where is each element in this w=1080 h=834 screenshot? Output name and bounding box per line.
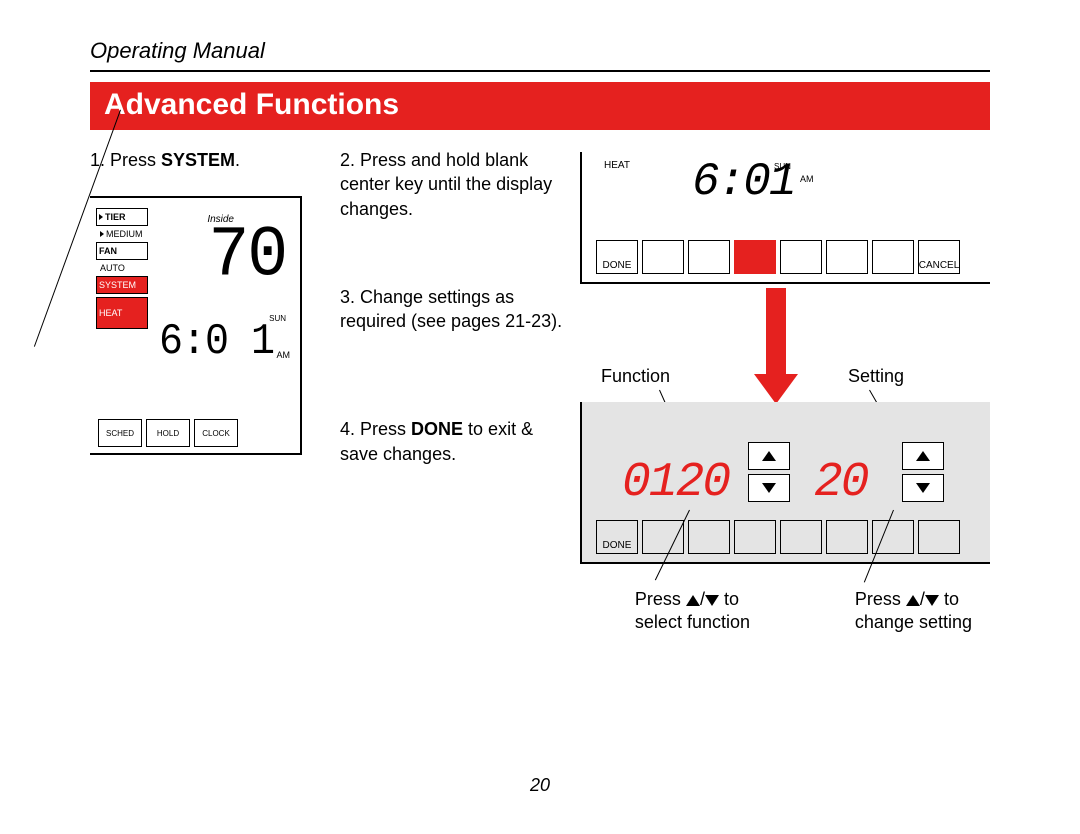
done-button-s1[interactable]: DONE <box>596 240 638 274</box>
am-label-small: AM <box>277 350 291 360</box>
setting-up-button[interactable] <box>902 442 944 470</box>
hold-button[interactable]: HOLD <box>146 419 190 447</box>
step-3: 3. Change settings as required (see page… <box>340 285 570 334</box>
center-blank-button[interactable] <box>734 240 776 274</box>
thermostat-screen-1: HEAT SUN 6:01 AM DONE CANCEL <box>580 152 990 284</box>
function-down-button[interactable] <box>748 474 790 502</box>
s2-blank-3[interactable] <box>688 520 730 554</box>
clock-button[interactable]: CLOCK <box>194 419 238 447</box>
setting-number-display: 20 <box>814 456 868 510</box>
medium-label: MEDIUM <box>96 229 150 239</box>
heat-indicator: HEAT <box>96 297 148 329</box>
triangle-down-icon <box>916 483 930 493</box>
manual-title: Operating Manual <box>90 38 990 64</box>
function-updown <box>748 442 788 506</box>
tier-label: TIER <box>96 208 148 226</box>
am-label: AM <box>800 174 814 184</box>
function-label: Function <box>601 366 670 387</box>
blank-button-7[interactable] <box>872 240 914 274</box>
temp-display: 70 <box>208 215 285 297</box>
setting-down-button[interactable] <box>902 474 944 502</box>
s2-blank-5[interactable] <box>780 520 822 554</box>
section-banner: Advanced Functions <box>90 82 990 130</box>
big-arrow-icon <box>762 288 790 404</box>
triangle-down-icon <box>705 595 719 606</box>
function-up-button[interactable] <box>748 442 790 470</box>
time-display: 6:01 <box>692 156 794 208</box>
heat-label: HEAT <box>604 160 630 171</box>
setting-updown <box>902 442 942 506</box>
thermostat-small: TIER MEDIUM FAN AUTO SYSTEM HEAT Inside … <box>90 196 302 455</box>
cancel-button-s1[interactable]: CANCEL <box>918 240 960 274</box>
blank-button-5[interactable] <box>780 240 822 274</box>
s2-blank-6[interactable] <box>826 520 868 554</box>
setting-label: Setting <box>848 366 904 387</box>
done-button-s2[interactable]: DONE <box>596 520 638 554</box>
triangle-down-icon <box>925 595 939 606</box>
system-button[interactable]: SYSTEM <box>96 276 148 294</box>
triangle-up-icon <box>916 451 930 461</box>
auto-label: AUTO <box>96 263 150 273</box>
triangle-down-icon <box>762 483 776 493</box>
function-number-display: 0120 <box>622 456 729 510</box>
function-caption: Press / to select function <box>635 588 750 633</box>
s2-blank-4[interactable] <box>734 520 776 554</box>
time-display-small: 6:0 1 <box>159 318 274 368</box>
header-rule <box>90 70 990 72</box>
page-number: 20 <box>0 775 1080 796</box>
step-1: 1. Press SYSTEM. <box>90 148 320 172</box>
blank-button-2[interactable] <box>642 240 684 274</box>
triangle-up-icon <box>906 595 920 606</box>
triangle-up-icon <box>686 595 700 606</box>
step-4: 4. Press DONE to exit & save changes. <box>340 417 570 466</box>
step-2: 2. Press and hold blank center key until… <box>340 148 570 221</box>
triangle-up-icon <box>762 451 776 461</box>
thermostat-screen-2: 0120 20 DONE <box>580 402 990 564</box>
blank-button-6[interactable] <box>826 240 868 274</box>
setting-caption: Press / to change setting <box>855 588 972 633</box>
s2-blank-8[interactable] <box>918 520 960 554</box>
blank-button-3[interactable] <box>688 240 730 274</box>
fan-label: FAN <box>96 242 148 260</box>
s2-blank-2[interactable] <box>642 520 684 554</box>
sched-button[interactable]: SCHED <box>98 419 142 447</box>
